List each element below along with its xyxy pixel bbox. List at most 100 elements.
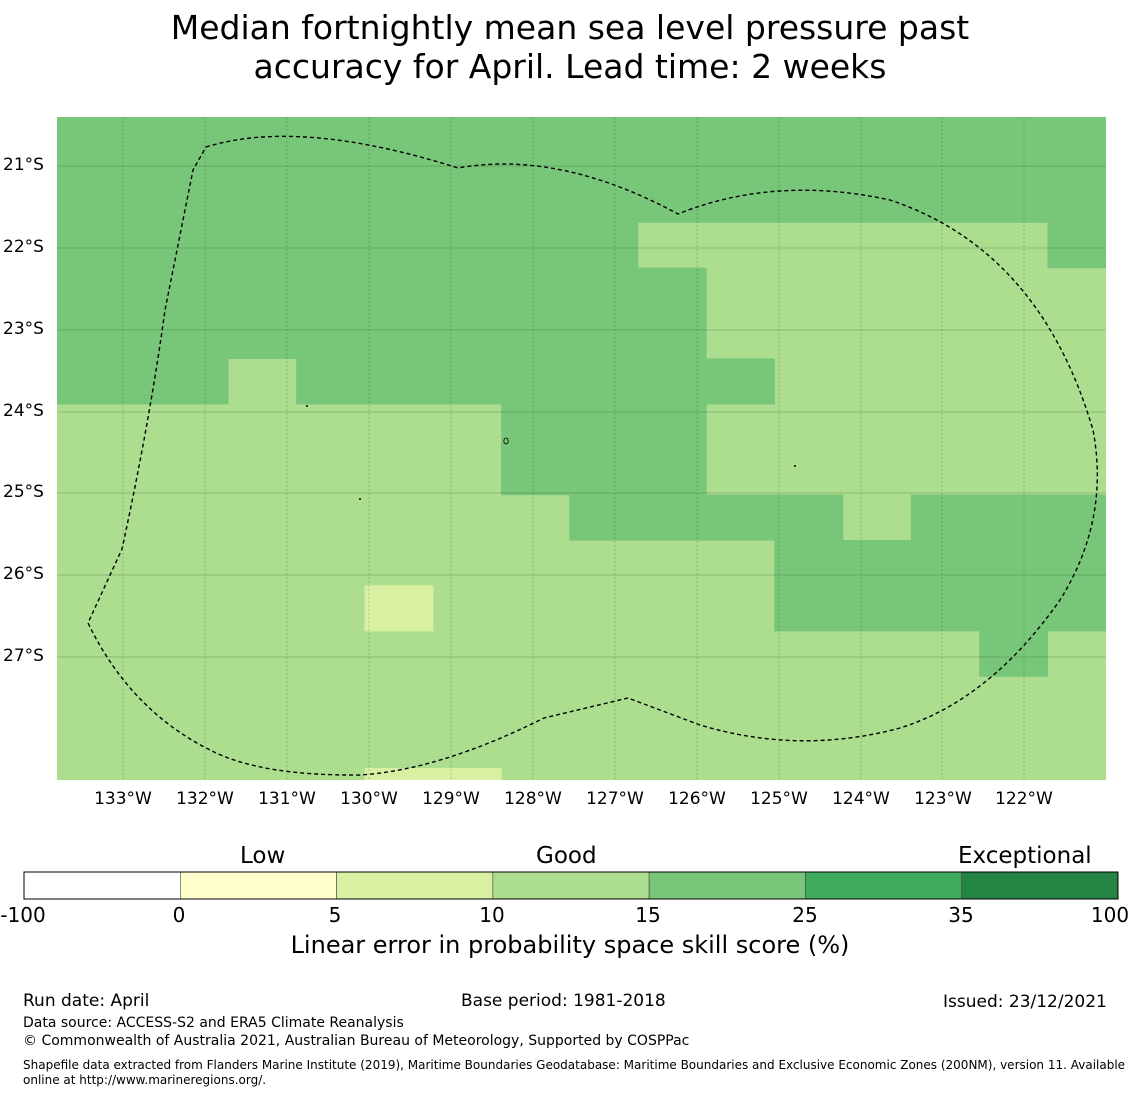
grid-cell — [774, 176, 844, 223]
grid-cell — [569, 449, 639, 496]
grid-cell — [569, 313, 639, 359]
grid-cell — [91, 222, 161, 269]
grid-cell — [1047, 494, 1106, 541]
grid-cell — [91, 358, 161, 405]
grid-cell — [364, 358, 434, 405]
lon-label-126w: 126°W — [668, 789, 726, 809]
grid-cell — [57, 313, 92, 359]
grid-cell — [910, 540, 980, 586]
grid-cell — [432, 267, 502, 314]
grid-cell — [706, 176, 775, 223]
grid-cell — [296, 117, 366, 132]
lon-label-133w: 133°W — [94, 789, 152, 809]
grid-cell — [432, 768, 502, 780]
grid-cell — [842, 585, 912, 632]
lat-label-26s: 26°S — [3, 564, 44, 584]
grid-cell — [227, 117, 297, 132]
grid-cell — [1047, 585, 1106, 632]
island-marker — [503, 437, 509, 445]
grid-cell — [159, 117, 229, 132]
grid-cell — [501, 131, 570, 178]
grid-cell — [842, 117, 912, 132]
grid-cell — [227, 313, 297, 359]
lon-label-123w: 123°W — [914, 789, 972, 809]
colorbar-group-exceptional: Exceptional — [958, 843, 1092, 869]
grid-cell — [1047, 540, 1106, 586]
colorbar-group-good: Good — [536, 843, 597, 869]
grid-cell — [364, 267, 434, 314]
lon-label-132w: 132°W — [176, 789, 234, 809]
colorbar-tick-35: 35 — [948, 903, 974, 927]
colorbar-segment — [23, 871, 181, 900]
grid-cell — [979, 540, 1049, 586]
chart-title-line-1: Median fortnightly mean sea level pressu… — [170, 8, 970, 47]
grid-cell — [637, 176, 707, 223]
copyright: © Commonwealth of Australia 2021, Austra… — [23, 1033, 690, 1049]
lat-label-22s: 22°S — [3, 237, 44, 257]
grid-cell — [774, 117, 844, 132]
grid-cell — [159, 131, 229, 178]
island-marker — [794, 465, 796, 467]
grid-cell — [501, 176, 570, 223]
grid-cell — [1047, 117, 1106, 132]
grid-cell — [57, 267, 92, 314]
colorbar-segment — [961, 871, 1119, 900]
grid-cell — [501, 117, 570, 132]
lon-label-129w: 129°W — [422, 789, 480, 809]
lon-label-122w: 122°W — [995, 789, 1053, 809]
grid-cell — [432, 358, 502, 405]
colorbar-label: Linear error in probability space skill … — [290, 931, 850, 959]
grid-cell — [569, 403, 639, 450]
grid-cell — [979, 117, 1049, 132]
grid-cell — [501, 449, 570, 496]
base-period: Base period: 1981-2018 — [461, 991, 666, 1011]
grid-cell — [1116, 585, 1140, 631]
grid-cell — [979, 176, 1049, 223]
grid-cell — [1116, 177, 1140, 223]
lat-label-24s: 24°S — [3, 401, 44, 421]
grid-cell — [501, 267, 570, 314]
grid-cell — [296, 267, 366, 314]
grid-cell — [979, 630, 1049, 677]
grid-cell — [364, 222, 434, 269]
grid-cell — [1116, 495, 1140, 541]
grid-cell — [774, 494, 844, 541]
grid-cell — [364, 176, 434, 223]
lon-label-128w: 128°W — [504, 789, 562, 809]
colorbar-tick-25: 25 — [792, 903, 818, 927]
grid-cell — [57, 176, 92, 223]
grid-cell — [1116, 131, 1140, 177]
colorbar-segment — [179, 871, 337, 900]
grid-cell — [1047, 131, 1106, 178]
grid-cell — [501, 222, 570, 269]
grid-cell — [227, 176, 297, 223]
grid-cell — [774, 540, 844, 586]
grid-cell — [501, 313, 570, 359]
grid-cell — [910, 131, 980, 178]
grid-cell — [842, 540, 912, 586]
lon-label-130w: 130°W — [340, 789, 398, 809]
lon-label-125w: 125°W — [750, 789, 808, 809]
grid-cell — [979, 131, 1049, 178]
grid-cell — [159, 222, 229, 269]
grid-cell — [910, 117, 980, 132]
lat-label-21s: 21°S — [3, 155, 44, 175]
issued-date: Issued: 23/12/2021 — [943, 992, 1107, 1012]
grid-cell — [57, 131, 92, 178]
grid-cell — [569, 358, 639, 405]
grid-cell — [227, 131, 297, 178]
grid-cell — [706, 117, 775, 132]
run-date: Run date: April — [23, 991, 150, 1011]
lon-label-131w: 131°W — [258, 789, 316, 809]
skill-grid — [57, 117, 1140, 780]
grid-cell — [227, 267, 297, 314]
grid-cell — [296, 176, 366, 223]
grid-cell — [296, 313, 366, 359]
grid-cell — [432, 313, 502, 359]
grid-cell — [364, 768, 434, 780]
grid-cell — [637, 494, 707, 541]
grid-cell — [501, 403, 570, 450]
colorbar — [23, 871, 1119, 900]
grid-cell — [979, 585, 1049, 632]
grid-cell — [364, 117, 434, 132]
